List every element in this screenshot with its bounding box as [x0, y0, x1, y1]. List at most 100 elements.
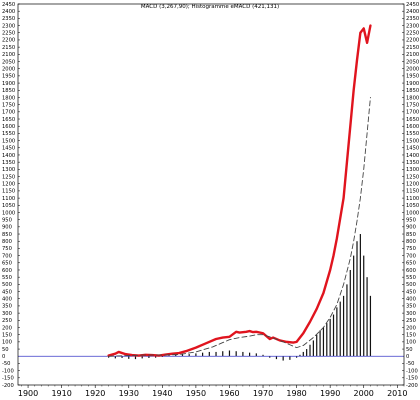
y-tick-label-right: 500	[406, 282, 416, 288]
histogram-bar	[195, 353, 197, 357]
y-tick-label-left: 650	[2, 261, 12, 267]
histogram-bar	[269, 356, 271, 358]
y-tick-label-left: 550	[2, 275, 12, 281]
y-tick-label-right: 450	[406, 289, 416, 295]
histogram-bar	[114, 356, 116, 359]
histogram-bar	[222, 351, 224, 357]
y-tick-label-left: 2250	[2, 31, 15, 37]
y-tick-label-left: 200	[2, 325, 12, 331]
y-tick-label-left: 1200	[2, 182, 15, 188]
y-tick-label-right: 1300	[406, 167, 419, 173]
x-tick-label: 1990	[320, 389, 340, 398]
x-tick-label: 1900	[18, 389, 38, 398]
histogram-bar	[369, 295, 372, 357]
y-tick-label-right: 1600	[406, 124, 419, 130]
y-tick-label-left: -100	[2, 368, 14, 374]
histogram-bar	[346, 284, 348, 357]
y-tick-label-left: 1100	[2, 196, 15, 202]
y-tick-label-right: 1550	[406, 131, 419, 137]
y-tick-label-right: 550	[406, 275, 416, 281]
histogram-bar	[215, 351, 217, 357]
y-tick-label-left: 1550	[2, 131, 15, 137]
y-tick-label-left: -150	[2, 376, 14, 382]
histogram-bar	[336, 307, 338, 357]
y-tick-label-right: 850	[406, 232, 416, 238]
histogram-bar	[208, 351, 210, 357]
y-tick-label-right: 200	[406, 325, 416, 331]
y-tick-label-right: 0	[406, 354, 409, 360]
histogram-bar	[329, 318, 331, 357]
y-tick-label-left: 2350	[2, 16, 15, 22]
y-tick-label-left: 1150	[2, 189, 15, 195]
y-tick-label-left: 1500	[2, 138, 15, 144]
y-tick-label-left: 2100	[2, 52, 15, 58]
y-tick-label-left: 1800	[2, 95, 15, 101]
y-tick-label-right: 2100	[406, 52, 419, 58]
histogram-bar	[332, 314, 335, 357]
y-tick-label-left: 100	[2, 340, 12, 346]
y-tick-label-left: 750	[2, 246, 12, 252]
y-tick-label-left: 400	[2, 297, 12, 303]
y-tick-label-right: 2200	[406, 38, 419, 44]
y-tick-label-left: 700	[2, 253, 12, 259]
histogram-bar	[121, 356, 123, 358]
histogram-bar	[262, 354, 264, 357]
y-tick-label-right: 250	[406, 318, 416, 324]
y-tick-label-right: 600	[406, 268, 416, 274]
histogram-bar	[339, 301, 341, 357]
y-tick-label-left: 1750	[2, 102, 15, 108]
y-tick-label-right: 1750	[406, 102, 419, 108]
y-tick-label-left: 2400	[2, 9, 15, 15]
y-tick-label-right: 1100	[406, 196, 419, 202]
y-tick-label-right: 350	[406, 304, 416, 310]
histogram-bar	[356, 241, 358, 357]
histogram-bar	[155, 356, 157, 358]
histogram-bar	[319, 330, 321, 357]
y-tick-label-right: 400	[406, 297, 416, 303]
y-tick-label-right: 1050	[406, 203, 419, 209]
histogram-bar	[188, 354, 190, 357]
y-tick-label-left: 850	[2, 232, 12, 238]
y-tick-label-left: 1900	[2, 81, 15, 87]
histogram-bar	[312, 340, 314, 357]
y-tick-label-left: 2050	[2, 59, 15, 65]
histogram-bar	[181, 354, 184, 357]
y-tick-label-left: 150	[2, 332, 12, 338]
histogram-bar	[134, 356, 137, 360]
y-tick-label-right: 1850	[406, 88, 419, 94]
histogram-bar	[148, 356, 150, 358]
chart-title: MACD (3,267,90); Histogramme eMACD (421,…	[141, 4, 279, 10]
x-tick-label: 1910	[51, 389, 71, 398]
y-tick-label-right: -100	[406, 368, 418, 374]
histogram-bar	[228, 350, 231, 357]
y-tick-label-right: 2450	[406, 2, 419, 8]
histogram-bar	[309, 344, 311, 357]
histogram-bar	[322, 327, 325, 357]
y-tick-label-right: 1650	[406, 117, 419, 123]
y-tick-label-right: 700	[406, 253, 416, 259]
histogram-bar	[235, 351, 237, 357]
histogram-bar	[202, 352, 204, 357]
y-tick-label-left: 500	[2, 282, 12, 288]
x-tick-label: 2010	[387, 389, 407, 398]
histogram-bar	[242, 351, 244, 357]
histogram-bars	[108, 234, 372, 361]
histogram-bar	[349, 269, 351, 357]
histogram-bar	[359, 234, 361, 357]
y-tick-label-left: 1650	[2, 117, 15, 123]
y-tick-label-left: 800	[2, 239, 12, 245]
y-tick-label-left: 2300	[2, 23, 15, 29]
signal-line	[108, 96, 371, 357]
y-tick-label-right: -150	[406, 376, 418, 382]
y-tick-label-left: -50	[2, 361, 10, 367]
y-tick-label-left: 600	[2, 268, 12, 274]
y-tick-label-right: 1350	[406, 160, 419, 166]
y-tick-label-right: -50	[406, 361, 414, 367]
y-tick-label-left: 1250	[2, 174, 15, 180]
y-tick-label-right: 650	[406, 261, 416, 267]
x-tick-label: 2000	[354, 389, 374, 398]
histogram-bar	[326, 323, 328, 357]
y-tick-label-left: 1050	[2, 203, 15, 209]
